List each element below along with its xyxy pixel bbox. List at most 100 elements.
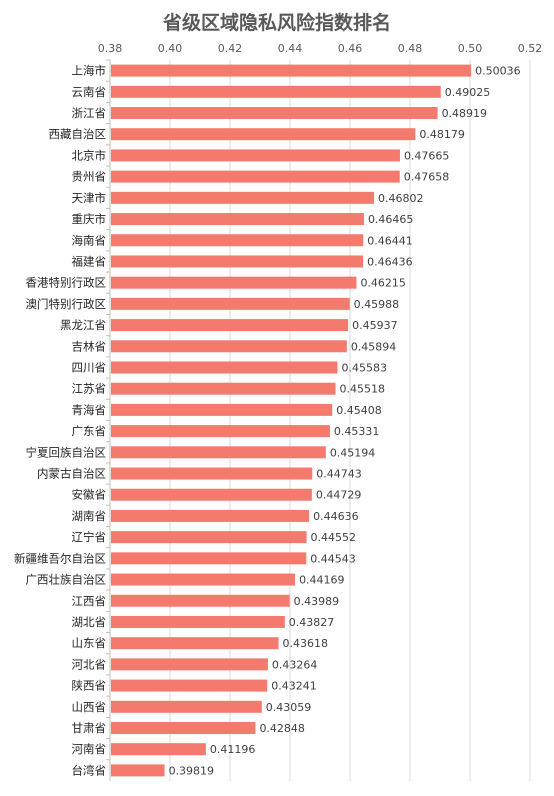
category-label: 安徽省 (72, 488, 107, 502)
data-label: 0.45194 (330, 446, 376, 459)
category-label: 甘肃省 (72, 721, 107, 735)
data-label: 0.47665 (404, 149, 450, 162)
data-label: 0.45408 (336, 404, 382, 417)
bar (111, 573, 296, 586)
bar (111, 679, 268, 692)
category-label: 香港特别行政区 (26, 276, 107, 290)
category-label: 四川省 (72, 360, 107, 374)
chart-title: 省级区域隐私风险指数排名 (162, 11, 391, 34)
bar (111, 149, 400, 162)
data-label: 0.46436 (367, 255, 413, 268)
data-label: 0.46441 (367, 234, 413, 247)
bars (111, 64, 472, 777)
grid-layer (109, 60, 531, 781)
x-tick-label: 0.48 (398, 42, 423, 55)
data-label: 0.48179 (419, 128, 465, 141)
data-label: 0.43827 (289, 616, 335, 629)
bar (111, 128, 416, 141)
bar (111, 615, 285, 628)
bar (111, 403, 333, 416)
bar (111, 213, 364, 226)
data-label: 0.44543 (310, 552, 356, 565)
data-label: 0.46215 (360, 277, 406, 290)
data-label: 0.44552 (311, 531, 357, 544)
bar (111, 64, 472, 77)
category-label: 山东省 (72, 636, 107, 650)
category-label: 湖南省 (72, 509, 107, 523)
bar (111, 467, 313, 480)
data-label: 0.43264 (272, 658, 318, 671)
bar (111, 319, 349, 332)
bar (111, 425, 330, 438)
data-label: 0.43618 (283, 637, 329, 650)
category-label: 广东省 (72, 424, 107, 438)
data-label: 0.45894 (351, 340, 397, 353)
category-label: 广西壮族自治区 (26, 573, 107, 587)
bar (111, 658, 268, 671)
data-labels: 0.50036 0.49025 0.48919 0.48179 0.47665 0.476… (169, 65, 521, 778)
data-label: 0.43241 (271, 680, 317, 693)
bar (111, 361, 338, 374)
category-label: 青海省 (72, 403, 107, 417)
bar (111, 170, 400, 183)
category-label: 黑龙江省 (60, 318, 106, 332)
category-label: 云南省 (72, 85, 107, 99)
data-label: 0.50036 (475, 65, 520, 78)
data-label: 0.45583 (341, 361, 387, 374)
category-label: 福建省 (72, 254, 107, 268)
data-label: 0.45518 (340, 383, 386, 396)
bar (111, 191, 375, 204)
bar (111, 721, 256, 734)
category-label: 湖北省 (72, 615, 107, 629)
category-label: 贵州省 (72, 170, 107, 184)
category-label: 北京市 (72, 148, 107, 162)
x-tick-label: 0.52 (518, 42, 543, 55)
category-label: 河北省 (72, 657, 107, 671)
category-label: 上海市 (72, 64, 107, 78)
data-label: 0.49025 (445, 86, 491, 99)
bar (111, 743, 206, 756)
category-label: 辽宁省 (72, 530, 107, 544)
category-label: 浙江省 (72, 106, 107, 120)
y-axis: 上海市云南省浙江省西藏自治区北京市贵州省天津市重庆市海南省福建省香港特别行政区澳… (14, 59, 111, 781)
bar (111, 85, 441, 98)
x-tick-label: 0.42 (218, 42, 243, 55)
data-label: 0.45937 (352, 319, 398, 332)
category-label: 江苏省 (72, 382, 107, 396)
x-tick-label: 0.38 (98, 42, 123, 55)
category-label: 新疆维吾尔自治区 (14, 551, 106, 565)
data-label: 0.44169 (299, 574, 345, 587)
category-label: 江西省 (72, 594, 107, 608)
category-label: 吉林省 (72, 339, 107, 353)
x-tick-label: 0.46 (338, 42, 363, 55)
bar (111, 446, 326, 459)
category-label: 天津市 (72, 191, 107, 205)
bar (111, 637, 279, 650)
bar (111, 234, 364, 247)
bar (111, 382, 336, 395)
bar (111, 764, 165, 777)
bar (111, 276, 357, 289)
bar (111, 594, 290, 607)
bar (111, 297, 350, 310)
data-label: 0.43059 (266, 701, 312, 714)
bar (111, 552, 307, 565)
bar (111, 700, 262, 713)
bar (111, 107, 438, 120)
bar (111, 531, 307, 544)
data-label: 0.46465 (368, 213, 414, 226)
bar (111, 340, 347, 353)
data-label: 0.43989 (294, 595, 340, 608)
category-label: 宁夏回族自治区 (26, 445, 107, 459)
category-label: 海南省 (72, 233, 107, 247)
data-label: 0.44636 (313, 510, 359, 523)
category-label: 山西省 (72, 700, 107, 714)
data-label: 0.41196 (210, 743, 256, 756)
x-tick-label: 0.40 (158, 42, 183, 55)
data-label: 0.47658 (404, 171, 450, 184)
data-label: 0.45988 (354, 298, 400, 311)
data-label: 0.45331 (334, 425, 380, 438)
x-axis: 0.38 0.40 0.42 0.44 0.46 0.48 0.50 0.52 (98, 42, 543, 55)
